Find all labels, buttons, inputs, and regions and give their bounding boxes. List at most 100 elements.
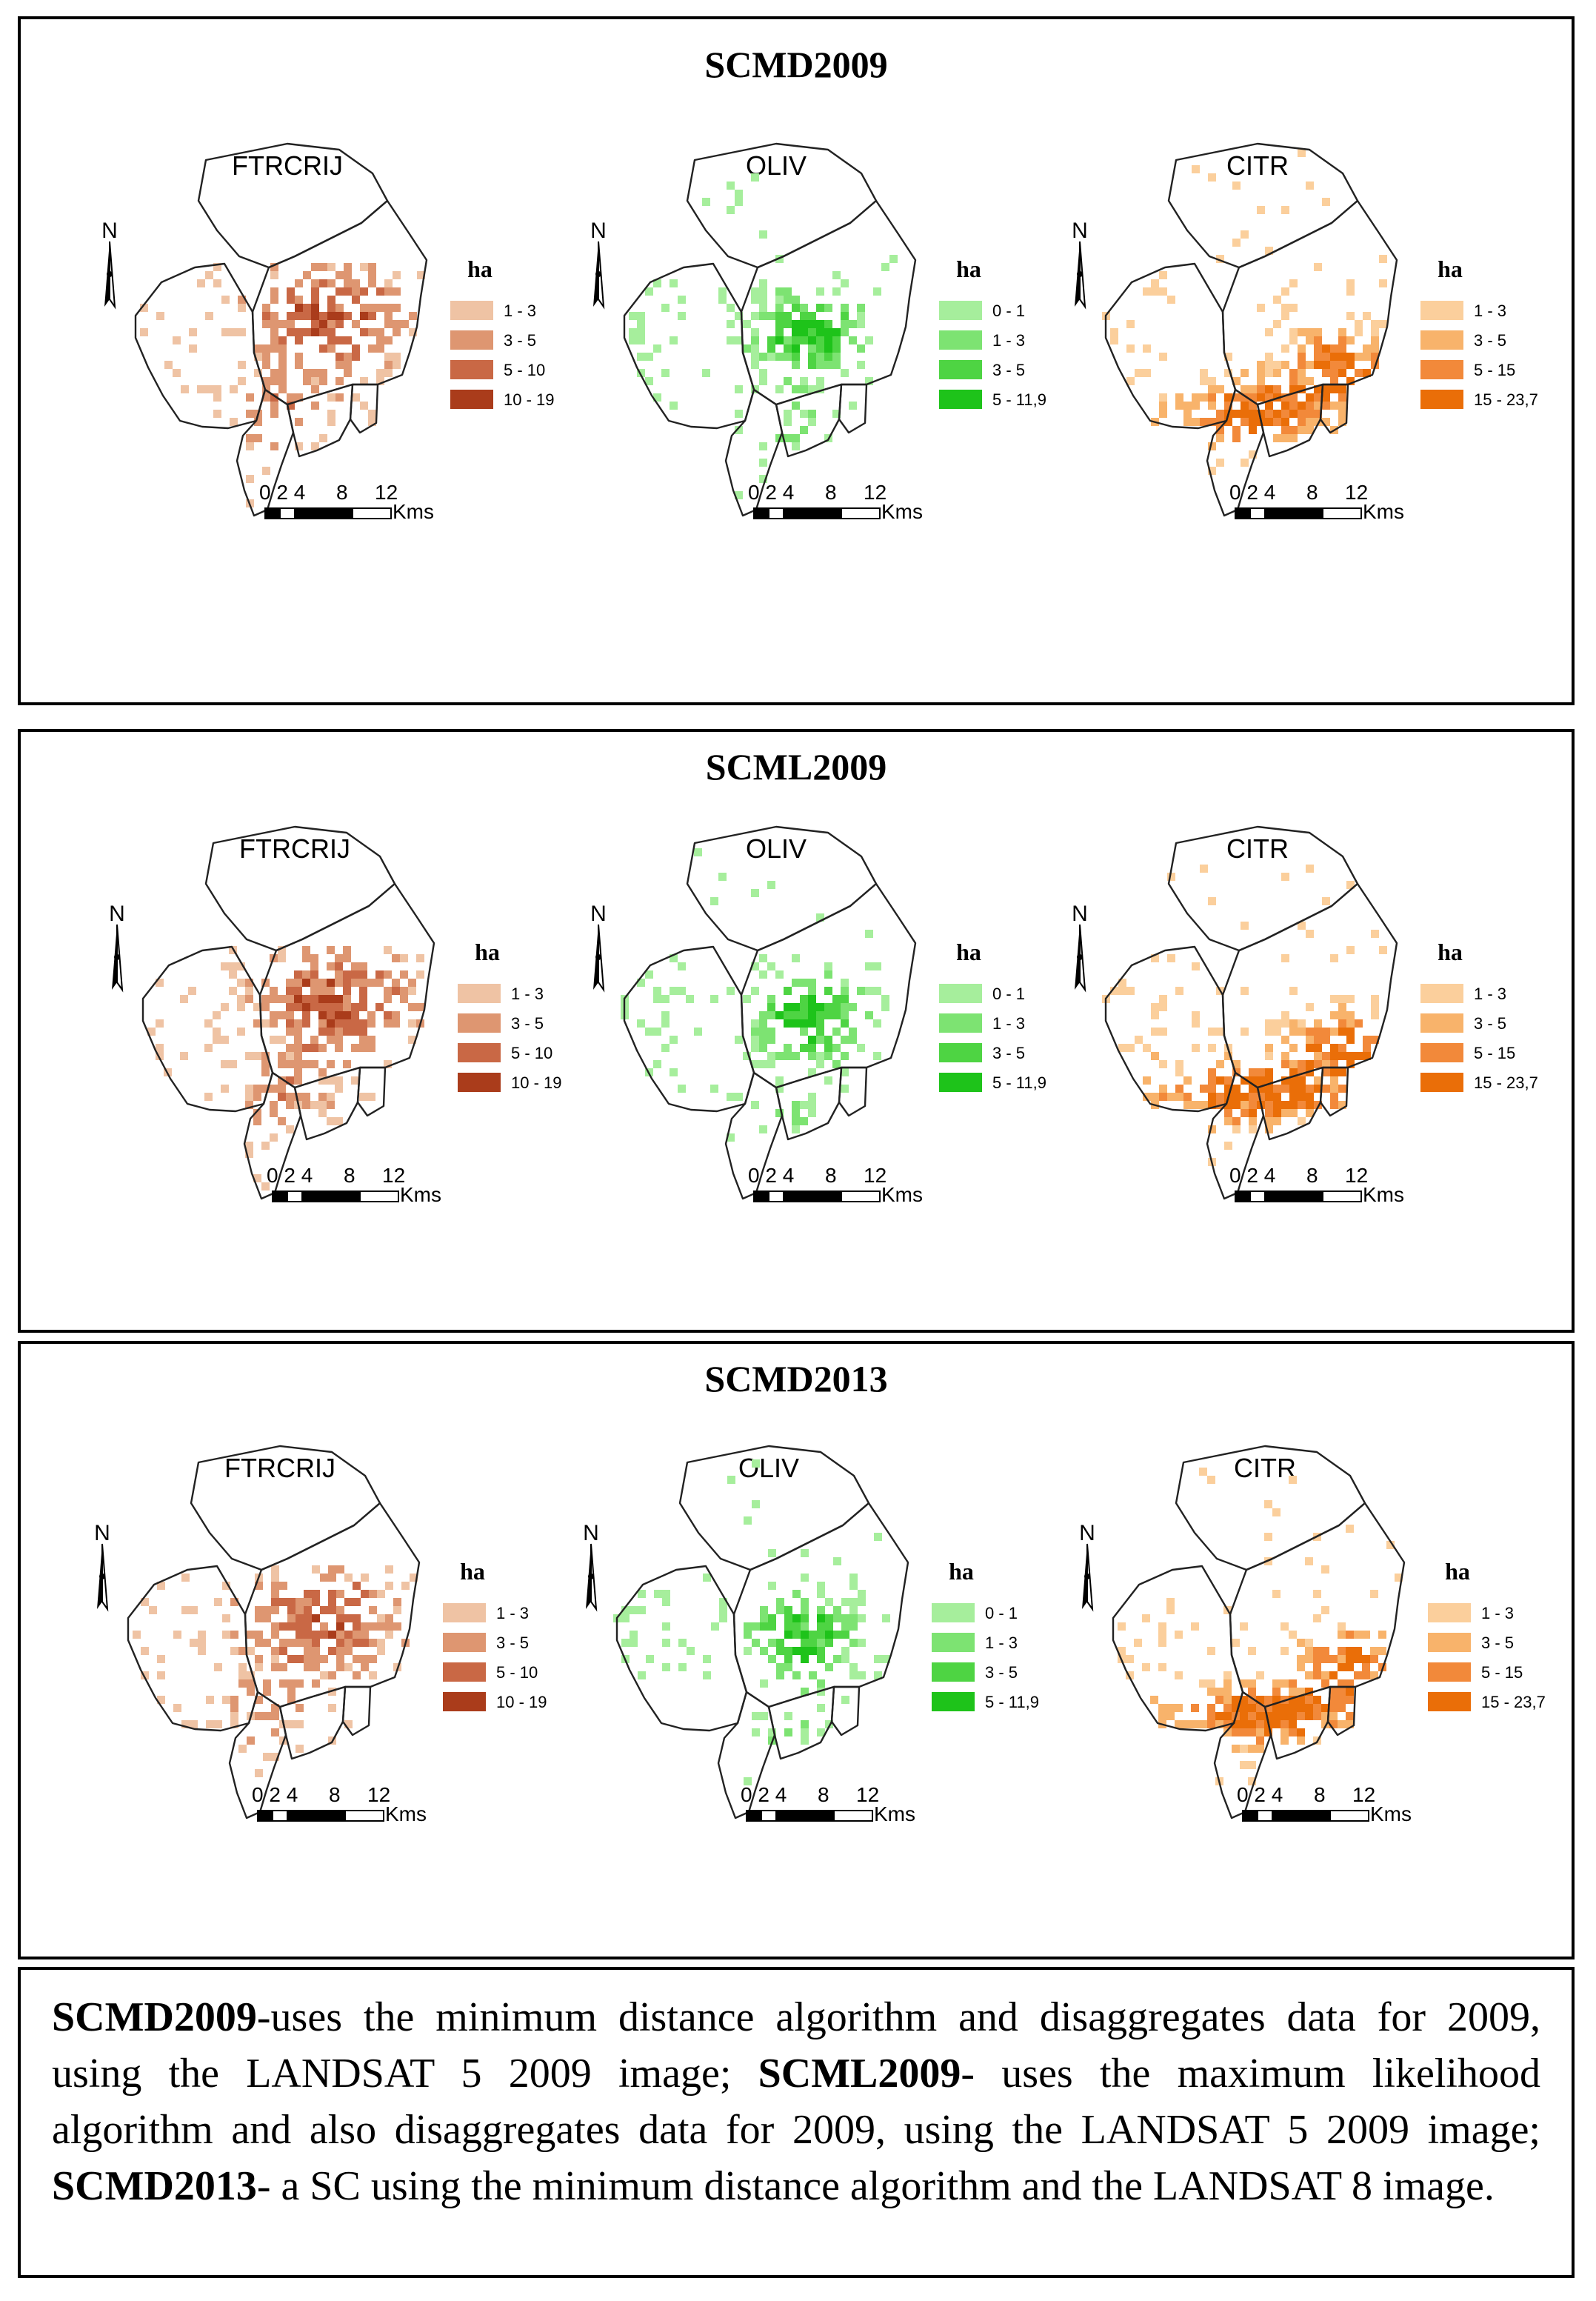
region-outlines	[1104, 825, 1398, 1200]
svg-text:8: 8	[329, 1783, 341, 1806]
region-s1	[1213, 1691, 1272, 1819]
panel-title: SCMD2009	[704, 44, 888, 85]
svg-text:N: N	[1079, 1521, 1095, 1545]
svg-text:1 - 3: 1 - 3	[992, 331, 1025, 350]
svg-text:12: 12	[382, 1164, 405, 1187]
svg-text:8: 8	[1314, 1783, 1326, 1806]
svg-text:3 - 5: 3 - 5	[992, 361, 1025, 379]
region-w	[623, 945, 755, 1113]
region-w	[1112, 1565, 1244, 1732]
region-w	[623, 262, 755, 430]
svg-text:5 - 11,9: 5 - 11,9	[992, 390, 1046, 409]
svg-text:1 - 3: 1 - 3	[511, 985, 544, 1003]
svg-text:N: N	[1072, 219, 1088, 243]
svg-text:0 2 4: 0 2 4	[748, 1164, 794, 1187]
legend-item: 3 - 5	[1420, 1013, 1506, 1033]
legend-item: 10 - 19	[450, 390, 555, 409]
svg-text:8: 8	[818, 1783, 829, 1806]
svg-text:10 - 19: 10 - 19	[496, 1693, 547, 1711]
region-s3	[1319, 383, 1349, 434]
map-ftrcrij: FTRCRIJ Nha 1 - 3 3 - 5 5 - 10 10 - 19 0 2 4 8 1…	[94, 1445, 547, 1825]
legend-item: 1 - 3	[443, 1603, 529, 1622]
svg-text:15 - 23,7: 15 - 23,7	[1481, 1693, 1546, 1711]
legend-item: 1 - 3	[450, 301, 536, 320]
region-outlines	[623, 825, 917, 1200]
legend-item: 5 - 10	[450, 360, 545, 379]
svg-text:12: 12	[1345, 1164, 1368, 1187]
density-cells	[613, 1459, 890, 1785]
svg-text:5 - 15: 5 - 15	[1474, 361, 1515, 379]
legend-item: 1 - 3	[939, 330, 1025, 350]
north-arrow-icon: N	[1079, 1521, 1095, 1612]
legend-item: 5 - 10	[443, 1662, 538, 1682]
map-title: FTRCRIJ	[232, 150, 343, 181]
svg-text:8: 8	[825, 1164, 837, 1187]
svg-text:15 - 23,7: 15 - 23,7	[1474, 390, 1538, 409]
svg-text:5 - 15: 5 - 15	[1474, 1044, 1515, 1062]
region-w	[141, 945, 274, 1113]
svg-text:12: 12	[1345, 481, 1368, 504]
legend-title: ha	[1438, 256, 1463, 282]
svg-text:0 - 1: 0 - 1	[992, 985, 1025, 1003]
region-s2	[1256, 383, 1324, 458]
svg-text:N: N	[1072, 902, 1088, 926]
region-outlines	[127, 1445, 421, 1819]
map-title: FTRCRIJ	[239, 833, 350, 864]
svg-text:8: 8	[1306, 481, 1318, 504]
map-citr: CITR Nha 1 - 3 3 - 5 5 - 15 15 - 23,7 0 2 4 8 12…	[1072, 142, 1538, 523]
map-title: FTRCRIJ	[224, 1453, 335, 1483]
legend-item: 5 - 11,9	[939, 1073, 1046, 1092]
panel-title: SCML2009	[705, 746, 887, 787]
density-cells	[621, 848, 889, 1142]
region-s2	[293, 1066, 361, 1141]
north-arrow-icon: N	[1072, 902, 1088, 993]
svg-text:8: 8	[825, 481, 837, 504]
legend-item: 0 - 1	[939, 984, 1025, 1003]
svg-text:8: 8	[344, 1164, 355, 1187]
region-outlines	[1104, 142, 1398, 517]
svg-text:8: 8	[336, 481, 348, 504]
legend-item: 5 - 15	[1428, 1662, 1523, 1682]
legend-item: 5 - 15	[1420, 1043, 1515, 1062]
legend-item: 3 - 5	[1428, 1633, 1514, 1652]
legend-item: 10 - 19	[458, 1073, 562, 1092]
svg-text:Kms: Kms	[385, 1802, 427, 1825]
svg-text:0 - 1: 0 - 1	[992, 302, 1025, 320]
svg-text:5 - 10: 5 - 10	[511, 1044, 552, 1062]
caption-term-scml2009: SCML2009	[758, 2051, 961, 2097]
region-s2	[775, 383, 843, 458]
svg-text:3 - 5: 3 - 5	[1474, 331, 1506, 350]
legend-item: 1 - 3	[1420, 301, 1506, 320]
svg-text:Kms: Kms	[393, 500, 434, 523]
map-row: FTRCRIJ Nha 1 - 3 3 - 5 5 - 10 10 - 19 0 2 4 8 1…	[101, 142, 1538, 523]
legend: ha 1 - 3 3 - 5 5 - 10 10 - 19	[458, 939, 562, 1092]
region-s3	[830, 1685, 861, 1736]
region-s1	[228, 1691, 287, 1819]
svg-text:N: N	[109, 902, 125, 926]
svg-text:Kms: Kms	[881, 1183, 923, 1206]
region-s1	[1206, 1071, 1265, 1200]
region-w	[1104, 945, 1237, 1113]
legend-item: 15 - 23,7	[1420, 390, 1538, 409]
svg-text:N: N	[583, 1521, 599, 1545]
legend-title: ha	[956, 256, 981, 282]
legend-item: 5 - 15	[1420, 360, 1515, 379]
region-w	[615, 1565, 748, 1732]
legend: ha 1 - 3 3 - 5 5 - 15 15 - 23,7	[1420, 256, 1538, 409]
svg-text:10 - 19: 10 - 19	[511, 1073, 562, 1092]
legend-title: ha	[956, 939, 981, 965]
region-s1	[724, 1071, 784, 1200]
svg-text:5 - 10: 5 - 10	[496, 1663, 538, 1682]
svg-text:Kms: Kms	[1370, 1802, 1412, 1825]
region-s3	[1319, 1066, 1349, 1117]
